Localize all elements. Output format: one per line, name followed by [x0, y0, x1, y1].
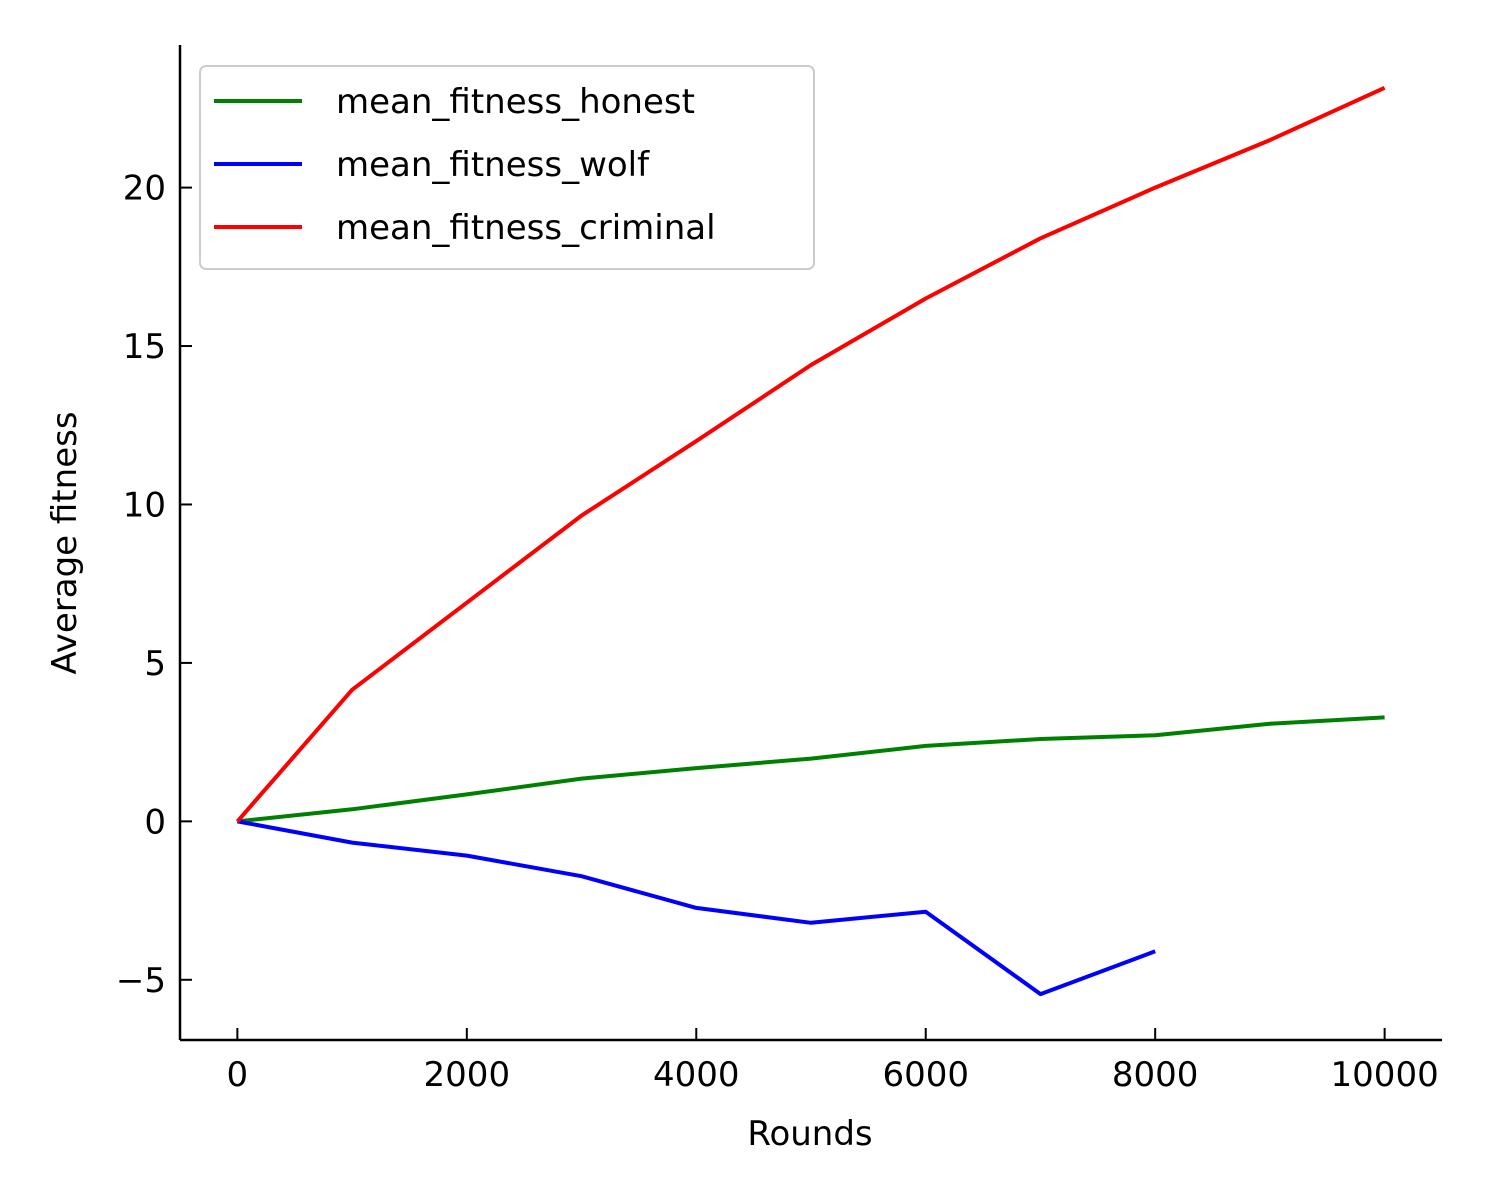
- y-tick-label: 0: [144, 802, 166, 842]
- series-line-mean-fitness-wolf: [237, 819, 1156, 997]
- series-line-mean-fitness-honest: [237, 715, 1385, 824]
- legend-label: mean_fitness_criminal: [336, 208, 716, 248]
- x-tick-label: 10000: [1331, 1055, 1439, 1095]
- y-tick-label: 15: [123, 327, 166, 367]
- x-tick-label: 0: [227, 1055, 249, 1095]
- y-axis-label: Average fitness: [45, 411, 85, 674]
- x-tick-label: 4000: [653, 1055, 740, 1095]
- axes: 0 2000 4000 6000 8000 10000 −5 0 5 10 15 20: [116, 45, 1442, 1095]
- y-tick-label: 10: [123, 485, 166, 525]
- y-tick-label: 5: [144, 644, 166, 684]
- legend-label: mean_fitness_honest: [336, 82, 695, 122]
- series-line-mean-fitness-criminal: [235, 85, 1386, 823]
- y-tick-label: −5: [116, 961, 166, 1001]
- x-tick-label: 2000: [424, 1055, 511, 1095]
- x-tick-label: 6000: [882, 1055, 969, 1095]
- series-layer: [235, 85, 1386, 997]
- x-axis-label: Rounds: [747, 1114, 872, 1154]
- legend: mean_fitness_honest mean_fitness_wolfmean…: [199, 65, 815, 270]
- y-tick-label: 20: [123, 169, 166, 209]
- x-tick-label: 8000: [1112, 1055, 1199, 1095]
- legend-box: [199, 65, 815, 270]
- legend-label: mean_fitness_wolf: [336, 145, 650, 185]
